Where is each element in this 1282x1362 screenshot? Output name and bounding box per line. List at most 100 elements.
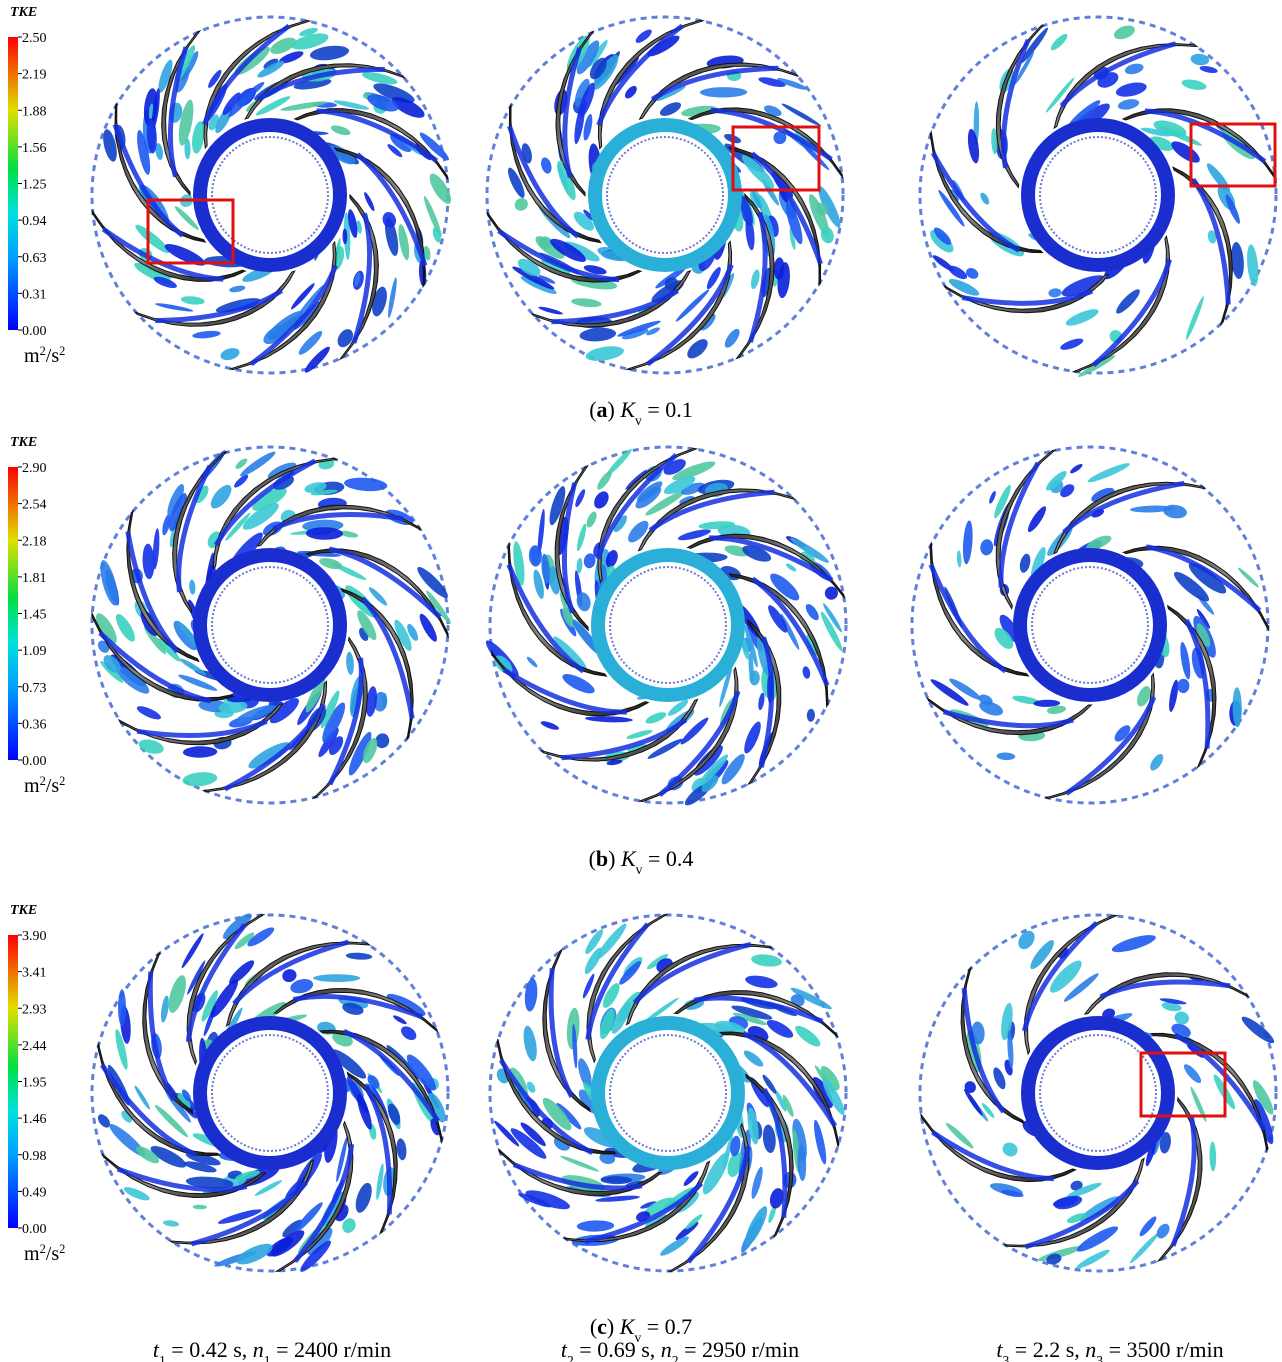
hub-inner [1040,137,1156,253]
hub-inner [212,137,328,253]
blade-flow [329,549,440,617]
vortex-blob [964,266,980,281]
hub-inner [212,567,328,683]
vortex-blob [1049,32,1070,53]
text-segment: c [597,1314,607,1339]
vortex-blob [1245,244,1260,287]
vortex-blob [758,75,787,89]
vortex-blob [1015,928,1038,953]
text-segment: 1 [159,1353,166,1362]
text-segment: 2 [59,774,65,788]
colorbar-tick-label: 1.95 [22,1076,47,1091]
vortex-blob [1181,1062,1203,1086]
vortex-blob [159,995,170,1023]
colorbar-tick-label: 1.46 [22,1112,47,1127]
text-segment: n [1085,1337,1096,1362]
vortex-blob [229,284,246,293]
vortex-blob [560,670,597,697]
vortex-blob [1048,288,1062,298]
colorbar-tick-label: 2.54 [22,498,47,513]
colorbar-tick-label: 0.98 [22,1149,47,1164]
vortex-blob [346,952,373,960]
colorbar-tick-label: 1.56 [22,141,47,156]
vortex-blob [193,1204,208,1209]
text-segment: b [596,846,608,871]
colorbar-tick-label: 1.09 [22,644,47,659]
text-segment: a [597,397,608,422]
vortex-blob [749,269,761,290]
vortex-blob [345,651,354,675]
hub-inner [212,1035,328,1151]
vortex-blob [118,989,126,1026]
vortex-blob [559,1154,599,1173]
vortex-blob [765,603,790,635]
blade-flow [931,565,1006,672]
impeller-render [487,17,844,373]
colorbar-title: TKE [10,5,37,20]
vortex-blob [803,602,821,622]
text-segment: m [24,1243,40,1265]
vortex-blob [764,1017,795,1042]
vortex-blob [1117,97,1140,111]
text-segment: ) [607,1314,620,1339]
text-segment: ( [589,846,596,871]
vortex-blob [1025,504,1049,534]
vortex-blob [750,953,782,968]
blade-flow [150,972,174,1100]
vortex-blob [962,520,974,565]
vortex-blob [1112,23,1137,42]
figure: TKE2.502.191.881.561.250.940.630.310.00m… [0,0,1282,1362]
colorbar-tick-label: 0.94 [22,214,47,229]
vortex-blob [330,123,352,137]
rich-text: m2/s2 [24,774,65,797]
vortex-blob [1177,678,1190,693]
vortex-blob [700,87,747,98]
rich-text: (a) Kv = 0.1 [589,397,693,428]
vortex-blob [744,973,778,990]
vortex-blob [189,579,196,594]
vortex-blob [183,746,218,758]
text-segment: ) [608,397,621,422]
vortex-blob [1115,80,1148,99]
colorbar-tick-label: 0.00 [22,1222,47,1237]
vortex-blob [1190,53,1210,67]
vortex-blob [623,84,639,101]
vortex-blob [722,327,742,350]
colorbar-tick-label: 0.49 [22,1185,47,1200]
vortex-blob [1199,65,1218,75]
vortex-blob [762,1124,777,1154]
blade [1054,482,1205,553]
vortex-blob [573,488,586,508]
vortex-blob [180,295,205,306]
vortex-blob [386,277,398,319]
blade-flow [1062,44,1176,106]
vortex-blob [996,752,1015,760]
vortex-blob [539,156,553,175]
vortex-blob [381,210,399,229]
vortex-blob [398,1024,418,1043]
vortex-blob [802,666,812,680]
text-segment: = 2400 r/min [271,1337,392,1362]
vortex-blob [182,771,218,788]
vortex-blob [1181,78,1208,92]
colorbar-tick-label: 3.90 [22,929,47,944]
vortex-blob [135,704,162,722]
vortex-blob [812,1119,829,1165]
vortex-blob [523,978,538,1012]
vortex-blob [538,305,564,316]
impeller-render [912,447,1268,803]
text-segment: /s [46,345,60,367]
vortex-blob [741,720,764,756]
vortex-blob [540,720,560,732]
impeller-render [482,447,846,809]
text-segment: m [24,345,40,367]
vortex-blob [192,330,221,340]
vortex-blob [979,191,992,206]
text-segment: = 2.2 s, [1009,1337,1085,1362]
vortex-blob [1178,641,1192,680]
vortex-blob [219,346,241,362]
text-segment: = 2950 r/min [679,1337,800,1362]
vortex-blob [957,550,962,567]
rich-text: t1 = 0.42 s, n1 = 2400 r/min [153,1337,391,1362]
vortex-blob [526,655,539,668]
